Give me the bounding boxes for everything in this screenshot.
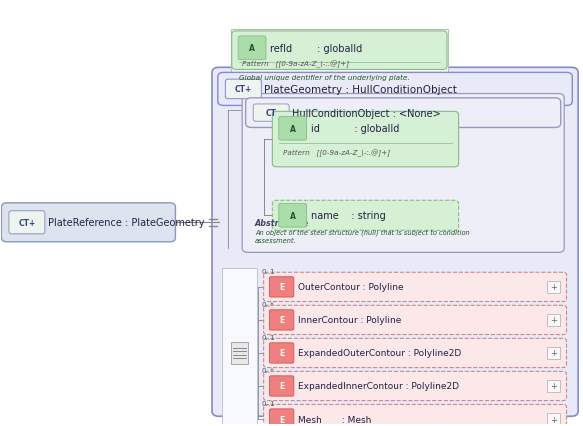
Text: 0..*: 0..*	[261, 367, 274, 373]
FancyBboxPatch shape	[231, 343, 248, 364]
Text: Abstract: Abstract	[255, 219, 294, 227]
FancyBboxPatch shape	[547, 314, 560, 326]
FancyBboxPatch shape	[226, 80, 261, 99]
Text: 0..1: 0..1	[261, 268, 275, 274]
FancyBboxPatch shape	[9, 211, 45, 234]
FancyBboxPatch shape	[238, 37, 266, 60]
Text: HullConditionObject : <None>: HullConditionObject : <None>	[292, 108, 441, 118]
FancyBboxPatch shape	[264, 339, 567, 368]
FancyBboxPatch shape	[264, 305, 567, 335]
Text: CT: CT	[266, 109, 277, 118]
Text: 0..1: 0..1	[261, 400, 275, 406]
Text: E: E	[279, 348, 285, 357]
Text: E: E	[279, 283, 285, 292]
FancyBboxPatch shape	[269, 409, 294, 426]
FancyBboxPatch shape	[231, 30, 448, 99]
FancyBboxPatch shape	[242, 94, 564, 253]
FancyBboxPatch shape	[547, 281, 560, 294]
FancyBboxPatch shape	[231, 32, 447, 70]
Text: +: +	[550, 348, 557, 357]
FancyBboxPatch shape	[253, 105, 289, 122]
Text: E: E	[279, 382, 285, 391]
FancyBboxPatch shape	[279, 204, 307, 227]
Text: A: A	[290, 211, 296, 220]
Text: 0..*: 0..*	[261, 301, 274, 307]
Text: Pattern   [[0-9a-zA-Z_\-:.@]+]: Pattern [[0-9a-zA-Z_\-:.@]+]	[283, 149, 390, 157]
FancyBboxPatch shape	[1, 203, 175, 242]
Text: E: E	[279, 316, 285, 325]
Text: Pattern   [[0-9a-zA-Z_\-:.@]+]: Pattern [[0-9a-zA-Z_\-:.@]+]	[242, 60, 349, 68]
Text: refId        : globalId: refId : globalId	[270, 44, 362, 54]
Text: CT+: CT+	[235, 85, 252, 94]
Text: True: True	[292, 219, 308, 227]
Text: 0..1: 0..1	[261, 334, 275, 340]
Text: Mesh       : Mesh: Mesh : Mesh	[298, 414, 372, 423]
FancyBboxPatch shape	[547, 413, 560, 426]
Text: E: E	[279, 414, 285, 423]
Text: CT+: CT+	[18, 218, 36, 227]
FancyBboxPatch shape	[264, 273, 567, 302]
Text: ExpandedInnerContour : Polyline2D: ExpandedInnerContour : Polyline2D	[298, 382, 459, 391]
FancyBboxPatch shape	[547, 347, 560, 360]
Text: name    : string: name : string	[311, 211, 385, 221]
Text: OuterContour : Polyline: OuterContour : Polyline	[298, 283, 404, 292]
FancyBboxPatch shape	[223, 268, 257, 426]
FancyBboxPatch shape	[264, 371, 567, 401]
Text: PlateReference : PlateGeometry: PlateReference : PlateGeometry	[48, 218, 204, 228]
Text: PlateGeometry : HullConditionObject: PlateGeometry : HullConditionObject	[264, 85, 457, 95]
FancyBboxPatch shape	[212, 68, 578, 416]
FancyBboxPatch shape	[269, 376, 294, 396]
FancyBboxPatch shape	[269, 343, 294, 363]
Text: An object of the steel structure (hull) that is subject to condition: An object of the steel structure (hull) …	[255, 229, 470, 236]
Text: assessment.: assessment.	[255, 237, 297, 243]
Text: Global unique dentifier of the underlying plate.: Global unique dentifier of the underlyin…	[239, 75, 410, 81]
Text: InnerContour : Polyline: InnerContour : Polyline	[298, 316, 402, 325]
Text: +: +	[550, 414, 557, 423]
FancyBboxPatch shape	[264, 404, 567, 426]
FancyBboxPatch shape	[272, 112, 459, 167]
Text: +: +	[550, 316, 557, 325]
Text: ExpandedOuterContour : Polyline2D: ExpandedOuterContour : Polyline2D	[298, 348, 462, 357]
FancyBboxPatch shape	[218, 73, 573, 106]
FancyBboxPatch shape	[245, 98, 561, 128]
Text: +: +	[550, 382, 557, 391]
FancyBboxPatch shape	[547, 380, 560, 392]
Text: A: A	[249, 44, 255, 53]
FancyBboxPatch shape	[272, 201, 459, 231]
FancyBboxPatch shape	[269, 310, 294, 330]
Text: A: A	[290, 124, 296, 133]
FancyBboxPatch shape	[269, 277, 294, 297]
Text: +: +	[550, 283, 557, 292]
FancyBboxPatch shape	[279, 117, 307, 141]
Text: id           : globalId: id : globalId	[311, 124, 399, 134]
